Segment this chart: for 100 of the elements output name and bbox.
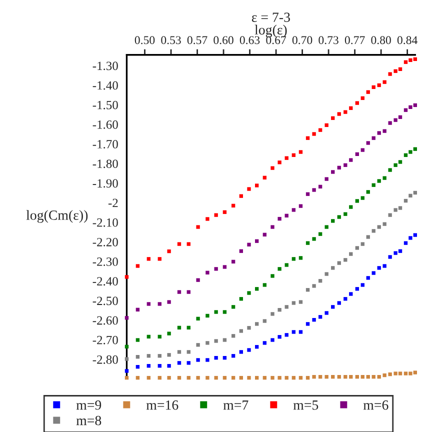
x-tick-label: 0.53 — [161, 36, 181, 44]
point — [298, 204, 303, 208]
x-tick-label: 0.63 — [240, 36, 260, 44]
point — [146, 257, 151, 261]
point — [146, 334, 151, 339]
point — [306, 136, 310, 140]
y-axis-title: log(Cm(ε)) — [26, 210, 88, 223]
point — [186, 242, 190, 246]
point — [186, 361, 190, 365]
point — [398, 372, 402, 376]
point — [355, 287, 359, 291]
point — [292, 257, 296, 261]
point — [355, 199, 359, 203]
point — [312, 284, 316, 288]
point — [366, 276, 370, 280]
point — [337, 261, 341, 265]
point — [312, 132, 316, 136]
point — [146, 364, 151, 368]
point — [196, 358, 200, 362]
point — [136, 355, 140, 359]
point — [186, 350, 190, 354]
point — [247, 291, 251, 295]
point — [324, 272, 328, 276]
point — [262, 376, 267, 380]
legend-label: m=16 — [146, 400, 178, 410]
point — [239, 329, 243, 333]
point — [355, 152, 359, 156]
point — [388, 372, 392, 376]
point — [247, 326, 251, 330]
point — [360, 283, 364, 287]
point — [337, 112, 341, 116]
point — [177, 326, 182, 330]
point — [360, 148, 364, 152]
point — [247, 187, 251, 191]
x-tick-label: 0.70 — [292, 36, 312, 44]
point — [254, 376, 259, 380]
point — [278, 160, 282, 164]
point — [231, 305, 236, 309]
point — [177, 361, 182, 365]
point — [284, 305, 288, 309]
point — [377, 374, 381, 379]
point — [344, 163, 348, 167]
point — [278, 335, 282, 339]
point — [254, 322, 259, 326]
point — [394, 251, 398, 255]
point — [270, 312, 274, 316]
point — [222, 356, 227, 360]
point — [186, 326, 190, 330]
point — [413, 370, 417, 374]
point — [239, 249, 243, 253]
y-tick-label: -2.70 — [92, 336, 118, 344]
point — [262, 319, 267, 323]
y-tick-label: -2.50 — [92, 296, 118, 306]
point — [331, 219, 335, 223]
point — [136, 365, 140, 369]
legend-label: m=9 — [76, 400, 102, 410]
point — [196, 316, 200, 320]
point — [344, 374, 348, 379]
y-tick-label: -2.30 — [92, 258, 118, 266]
x-tick-label: 0.57 — [187, 36, 208, 44]
point — [306, 192, 310, 196]
point — [196, 376, 200, 380]
point — [124, 275, 129, 279]
y-tick-label: -1.80 — [92, 160, 118, 168]
point — [377, 83, 381, 88]
point — [247, 348, 251, 352]
x-tick-label: 0.77 — [344, 36, 365, 44]
point — [136, 308, 140, 312]
point — [331, 305, 335, 309]
point — [239, 350, 243, 354]
point — [206, 217, 210, 221]
point — [298, 300, 303, 304]
point — [344, 110, 348, 114]
point — [214, 213, 218, 217]
point — [337, 301, 341, 305]
legend-label: m=6 — [363, 400, 388, 410]
point — [388, 72, 392, 76]
point — [222, 310, 227, 314]
point — [254, 184, 259, 188]
point — [398, 206, 402, 210]
point — [222, 376, 227, 380]
point — [349, 158, 353, 162]
point — [206, 358, 210, 362]
point — [337, 215, 341, 219]
point — [292, 376, 296, 380]
point — [146, 376, 151, 380]
point — [408, 105, 412, 109]
point — [394, 372, 398, 376]
point — [360, 196, 364, 200]
point — [124, 369, 129, 373]
point — [262, 176, 267, 180]
point — [292, 330, 296, 334]
point — [324, 123, 328, 128]
point — [270, 376, 274, 380]
point — [167, 300, 171, 304]
point — [177, 350, 182, 354]
point — [337, 166, 341, 170]
point — [270, 274, 274, 278]
point — [136, 376, 140, 380]
point — [222, 210, 227, 214]
